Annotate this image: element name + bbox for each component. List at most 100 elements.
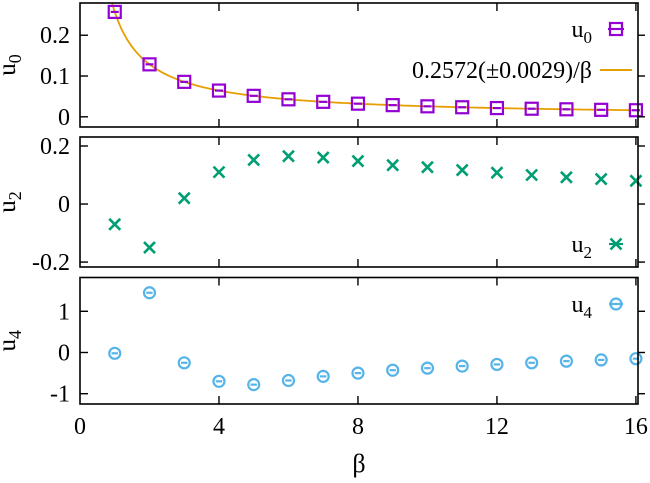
u0-data-point xyxy=(524,101,539,116)
cross-marker xyxy=(351,154,365,168)
u0-data-point xyxy=(594,102,609,117)
y-axis-label-u0: u0 xyxy=(0,54,25,76)
cross-marker xyxy=(560,170,573,184)
cross-marker xyxy=(525,168,539,182)
legend-label-u4-0: u4 xyxy=(572,292,593,322)
x-tick-label: 8 xyxy=(352,414,364,440)
u2-data-point xyxy=(108,217,122,231)
circle-marker xyxy=(212,374,226,388)
circle-marker xyxy=(316,369,330,383)
square-marker xyxy=(211,83,227,98)
cross-marker xyxy=(177,191,191,205)
panel-u4-frame xyxy=(79,276,639,405)
u2-data-point xyxy=(594,172,608,186)
u2-data-point xyxy=(351,154,365,168)
y-tick-label: 1 xyxy=(58,299,70,325)
fit-curve xyxy=(111,3,637,112)
u4-data-point xyxy=(177,356,191,370)
u0-data-point xyxy=(316,94,331,109)
square-marker xyxy=(385,98,400,113)
square-marker xyxy=(559,102,574,117)
circle-marker xyxy=(455,359,469,373)
u4-data-point xyxy=(108,346,122,360)
u4-data-point xyxy=(281,373,296,388)
square-marker xyxy=(524,101,539,116)
square-marker xyxy=(489,100,505,116)
square-marker xyxy=(420,99,435,114)
u0-data-point xyxy=(177,74,192,89)
square-marker xyxy=(316,94,331,109)
u2-data-point xyxy=(490,166,504,180)
square-marker xyxy=(350,96,366,111)
circle-marker xyxy=(629,352,643,366)
x-axis-label: β xyxy=(352,449,365,478)
y-tick-label: 0.1 xyxy=(40,64,70,90)
u2-data-point xyxy=(629,174,643,188)
u0-data-point xyxy=(142,57,157,72)
square-marker xyxy=(281,92,296,107)
circle-marker xyxy=(559,354,574,368)
y-tick-label: 0 xyxy=(58,340,70,366)
circle-marker xyxy=(177,356,191,370)
legend-marker-u2 xyxy=(609,237,623,251)
square-marker xyxy=(628,103,644,118)
legend-label-u2-0: u2 xyxy=(572,232,593,262)
u0-data-point xyxy=(489,100,505,116)
y-tick-label: -1 xyxy=(50,382,70,408)
u4-data-point xyxy=(420,361,435,375)
u0-data-point xyxy=(211,83,227,98)
u0-data-point xyxy=(246,88,261,103)
panel-u4: -1 0 1 u4 u4 xyxy=(0,276,645,408)
cross-marker xyxy=(108,217,122,231)
u0-data-point xyxy=(420,99,435,114)
y-axis-label-u2: u2 xyxy=(0,191,25,213)
y-tick-label: 0 xyxy=(58,105,70,131)
y-tick-label: 0.2 xyxy=(40,134,70,160)
y-tick-label: 0.2 xyxy=(40,23,70,49)
u2-data-point xyxy=(177,191,191,205)
u2-data-point xyxy=(525,168,539,182)
circle-marker xyxy=(108,346,122,360)
u0-data-point xyxy=(107,4,122,19)
square-marker xyxy=(455,100,470,115)
u0-data-point xyxy=(385,98,400,113)
u4-data-point xyxy=(525,356,539,370)
cross-marker xyxy=(212,165,226,179)
cross-marker xyxy=(247,153,261,167)
x-tick-label: 12 xyxy=(485,414,509,440)
circle-marker xyxy=(420,361,435,375)
u2-data-point xyxy=(247,153,261,167)
cross-marker xyxy=(316,151,330,165)
y-axis-label-u4: u4 xyxy=(0,330,25,352)
u0-data-point xyxy=(350,96,366,111)
u2-data-point xyxy=(421,160,434,174)
u2-data-point xyxy=(143,241,156,254)
legend-label-u0-1: 0.2572(±0.0029)/β xyxy=(412,58,592,84)
cross-marker xyxy=(143,241,156,254)
y-tick-label: -0.2 xyxy=(32,250,70,276)
u4-data-point xyxy=(386,363,400,377)
square-marker xyxy=(107,4,122,19)
x-tick-label: 0 xyxy=(74,414,86,440)
panel-u0-frame xyxy=(79,2,639,128)
circle-marker xyxy=(281,373,296,388)
u2-data-point xyxy=(212,165,226,179)
u2-data-point xyxy=(316,151,330,165)
cross-marker xyxy=(594,172,608,186)
circle-marker xyxy=(594,353,608,367)
u2-data-point xyxy=(455,163,469,177)
u4-data-point xyxy=(490,357,504,372)
u2-data-point xyxy=(386,158,400,172)
u0-data-point xyxy=(281,92,296,107)
x-tick-label: 4 xyxy=(213,414,225,440)
legend-label-u0-0: u0 xyxy=(572,17,593,47)
panel-u2: -0.2 0 0.2 u2 u2 xyxy=(0,134,645,276)
circle-marker xyxy=(386,363,400,377)
legend-marker-u0 xyxy=(608,21,624,37)
u4-data-point xyxy=(212,374,226,388)
square-marker xyxy=(142,57,157,72)
x-tick-label: 16 xyxy=(624,414,648,440)
circle-marker xyxy=(525,356,539,370)
